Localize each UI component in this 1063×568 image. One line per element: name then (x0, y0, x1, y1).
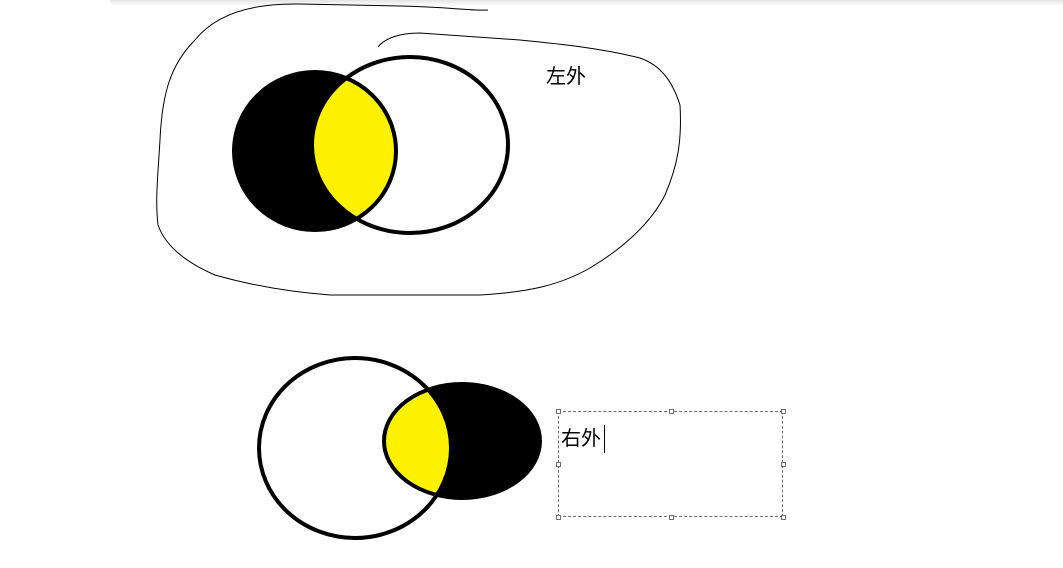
text-caret (604, 425, 605, 453)
resize-handle-top[interactable] (669, 409, 674, 414)
resize-handle-top-left[interactable] (556, 409, 561, 414)
bottom-right-ellipse-outline (382, 382, 542, 500)
toolbar-shadow (110, 0, 1063, 6)
top-left-circle-outline (232, 70, 398, 232)
label-right-outside[interactable]: 右外 (561, 426, 601, 450)
freehand-outline (156, 3, 681, 296)
bottom-intersection (384, 384, 451, 498)
resize-handle-right[interactable] (781, 462, 786, 467)
bottom-left-circle (257, 356, 453, 540)
resize-handle-left[interactable] (556, 462, 561, 467)
text-box-selection[interactable]: 右外 (556, 409, 786, 520)
resize-handle-bottom[interactable] (669, 515, 674, 520)
resize-handle-bottom-right[interactable] (781, 515, 786, 520)
top-right-circle (310, 55, 510, 235)
resize-handle-bottom-left[interactable] (556, 515, 561, 520)
resize-handle-top-right[interactable] (781, 409, 786, 414)
top-intersection (312, 72, 396, 230)
label-left-outside[interactable]: 左外 (546, 64, 586, 88)
